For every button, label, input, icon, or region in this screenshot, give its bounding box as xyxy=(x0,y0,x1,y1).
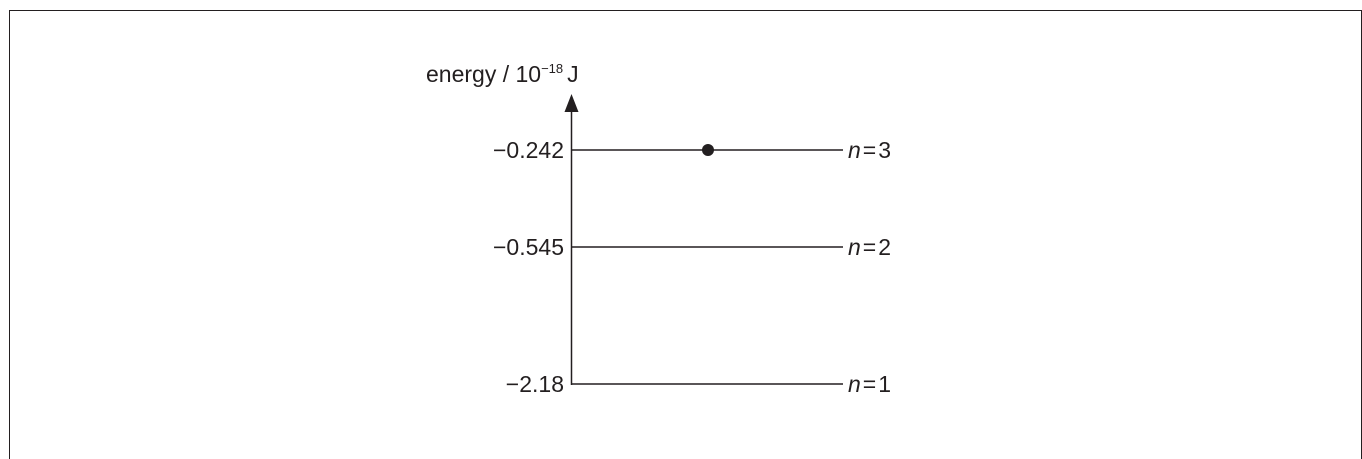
level-equals: = xyxy=(863,371,876,397)
level-equals: = xyxy=(863,137,876,163)
energy-value-label-n1: −2.18 xyxy=(506,371,564,397)
level-n-value: 3 xyxy=(878,137,891,163)
level-n-value: 2 xyxy=(878,234,891,260)
energy-value-label-n3: −0.242 xyxy=(493,137,564,163)
electron-dot xyxy=(702,144,714,156)
level-n-symbol: n xyxy=(848,234,861,260)
axis-title-exponent: −18 xyxy=(541,61,563,76)
level-label-n1: n=1 xyxy=(848,371,891,397)
level-n-symbol: n xyxy=(848,371,861,397)
axis-title-main: energy / 10 xyxy=(426,61,541,87)
level-n-value: 1 xyxy=(878,371,891,397)
level-n-symbol: n xyxy=(848,137,861,163)
axis-arrowhead xyxy=(564,94,579,112)
axis-title-unit: J xyxy=(567,61,579,87)
energy-value-label-n2: −0.545 xyxy=(493,234,564,260)
level-label-n2: n=2 xyxy=(848,234,891,260)
axis-title: energy / 10−18 J xyxy=(426,61,579,87)
level-equals: = xyxy=(863,234,876,260)
level-label-n3: n=3 xyxy=(848,137,891,163)
